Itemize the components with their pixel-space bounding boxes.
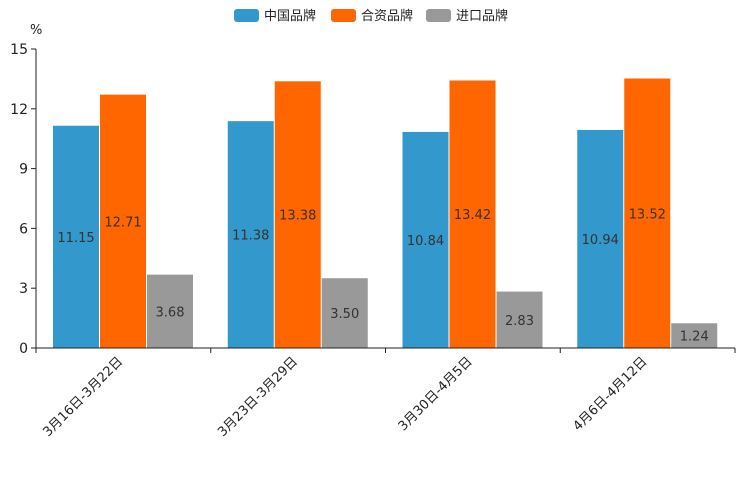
bar xyxy=(624,78,671,348)
bar xyxy=(321,278,368,348)
bar-value-label: 10.84 xyxy=(407,234,444,249)
bar xyxy=(274,81,321,349)
bar-value-label: 3.68 xyxy=(156,305,185,320)
bar xyxy=(577,129,624,348)
bar xyxy=(147,274,193,348)
legend-label: 进口品牌 xyxy=(456,8,508,24)
y-tick-label: 0 xyxy=(19,341,28,357)
y-tick-label: 9 xyxy=(19,162,28,178)
y-tick-label: 15 xyxy=(10,42,28,58)
bar-value-label: 10.94 xyxy=(582,233,619,248)
bar xyxy=(227,121,274,349)
legend-label: 中国品牌 xyxy=(264,8,316,24)
bar-value-label: 13.52 xyxy=(629,207,666,222)
bar xyxy=(671,323,718,348)
y-axis-unit-label: % xyxy=(30,23,42,38)
legend-label: 合资品牌 xyxy=(361,8,413,24)
x-tick-label: 3月23日-3月29日 xyxy=(215,354,301,440)
bar xyxy=(402,131,449,348)
bars: 11.15 11.38 10.84 10.94 12.71 13.38 13.42 13.52… xyxy=(53,78,718,349)
bar-value-label: 11.15 xyxy=(57,231,94,246)
bar-value-label: 12.71 xyxy=(104,215,141,230)
legend-swatch xyxy=(331,9,356,22)
x-tick-label: 3月16日-3月22日 xyxy=(40,354,126,440)
bar xyxy=(53,125,99,348)
y-axis: 0 3 6 9 12 15 xyxy=(10,42,37,357)
bar-value-label: 13.42 xyxy=(454,208,491,223)
x-tick-label: 3月30日-4月5日 xyxy=(396,354,476,434)
x-axis: 3月16日-3月22日 3月23日-3月29日 3月30日-4月5日 4月6日-4月1… xyxy=(35,347,736,440)
legend: 中国品牌 合资品牌 进口品牌 xyxy=(234,8,508,24)
y-tick-label: 12 xyxy=(10,102,28,118)
bar xyxy=(496,291,543,348)
bar xyxy=(449,80,496,349)
legend-swatch xyxy=(234,9,259,22)
bar xyxy=(100,94,146,348)
bar-value-label: 13.38 xyxy=(279,209,316,224)
bar-value-label: 1.24 xyxy=(680,330,709,345)
y-tick-label: 6 xyxy=(19,221,28,237)
y-tick-label: 3 xyxy=(19,281,28,297)
legend-swatch xyxy=(426,9,451,22)
bar-value-label: 3.50 xyxy=(330,307,359,322)
bar-value-label: 11.38 xyxy=(232,229,269,244)
x-tick-label: 4月6日-4月12日 xyxy=(571,354,651,434)
bar-value-label: 2.83 xyxy=(505,314,534,329)
